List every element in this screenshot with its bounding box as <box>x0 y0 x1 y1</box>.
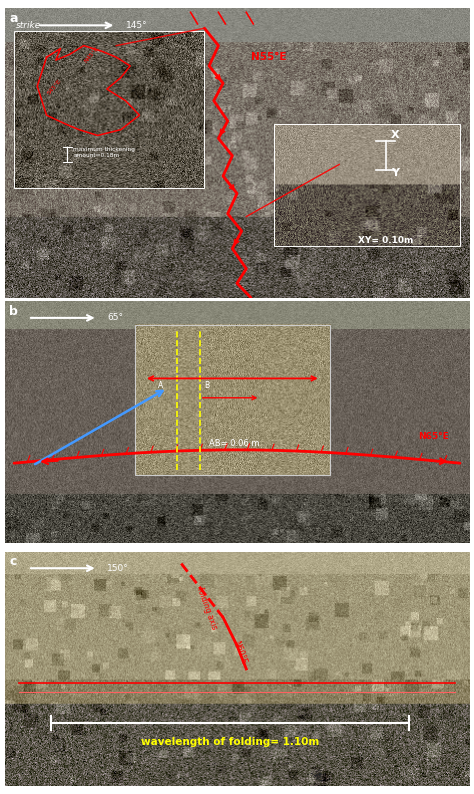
Text: strike: strike <box>16 21 42 30</box>
Text: 150°: 150° <box>107 564 128 572</box>
Text: S45°E: S45°E <box>46 79 63 96</box>
Text: c: c <box>9 555 17 569</box>
Text: 65°: 65° <box>107 314 123 322</box>
Text: Y: Y <box>391 168 399 178</box>
Text: folding axis: folding axis <box>195 586 219 630</box>
Text: a: a <box>9 12 18 25</box>
Text: b: b <box>9 305 18 318</box>
Text: N55°E: N55°E <box>251 52 286 62</box>
Text: B: B <box>204 381 210 390</box>
Bar <box>14 31 204 187</box>
Text: AB= 0.06 m: AB= 0.06 m <box>209 439 260 449</box>
Text: maximum thickening
amount=0.18m: maximum thickening amount=0.18m <box>73 147 136 159</box>
Text: wavelength of folding= 1.10m: wavelength of folding= 1.10m <box>141 737 319 746</box>
Text: 145°: 145° <box>126 21 147 30</box>
Text: N45°E: N45°E <box>84 46 100 64</box>
Bar <box>135 326 330 476</box>
Text: N60°E: N60°E <box>231 640 248 665</box>
Text: X: X <box>391 130 399 141</box>
Text: N65°E: N65°E <box>418 432 449 441</box>
Text: A: A <box>158 381 163 390</box>
Text: XY= 0.10m: XY= 0.10m <box>358 236 413 245</box>
Bar <box>274 124 460 245</box>
